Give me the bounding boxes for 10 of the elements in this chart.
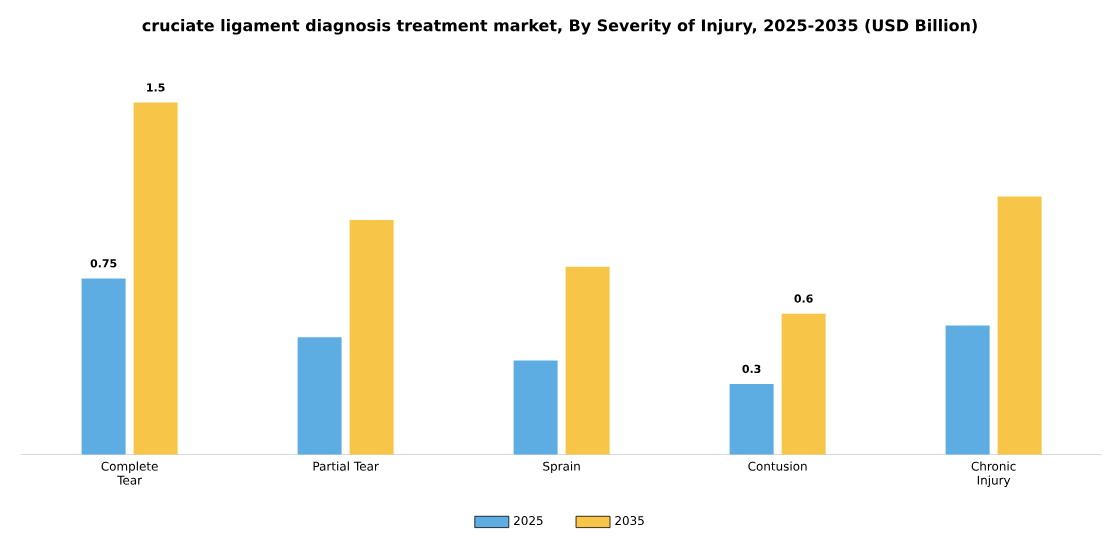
bar <box>81 278 126 455</box>
bar <box>133 102 178 455</box>
bar <box>781 313 826 455</box>
bar <box>565 266 610 455</box>
bar <box>945 325 990 455</box>
bar <box>729 384 774 455</box>
bar <box>297 337 342 455</box>
bar <box>997 196 1042 455</box>
bar <box>513 360 558 455</box>
bar <box>349 219 394 455</box>
